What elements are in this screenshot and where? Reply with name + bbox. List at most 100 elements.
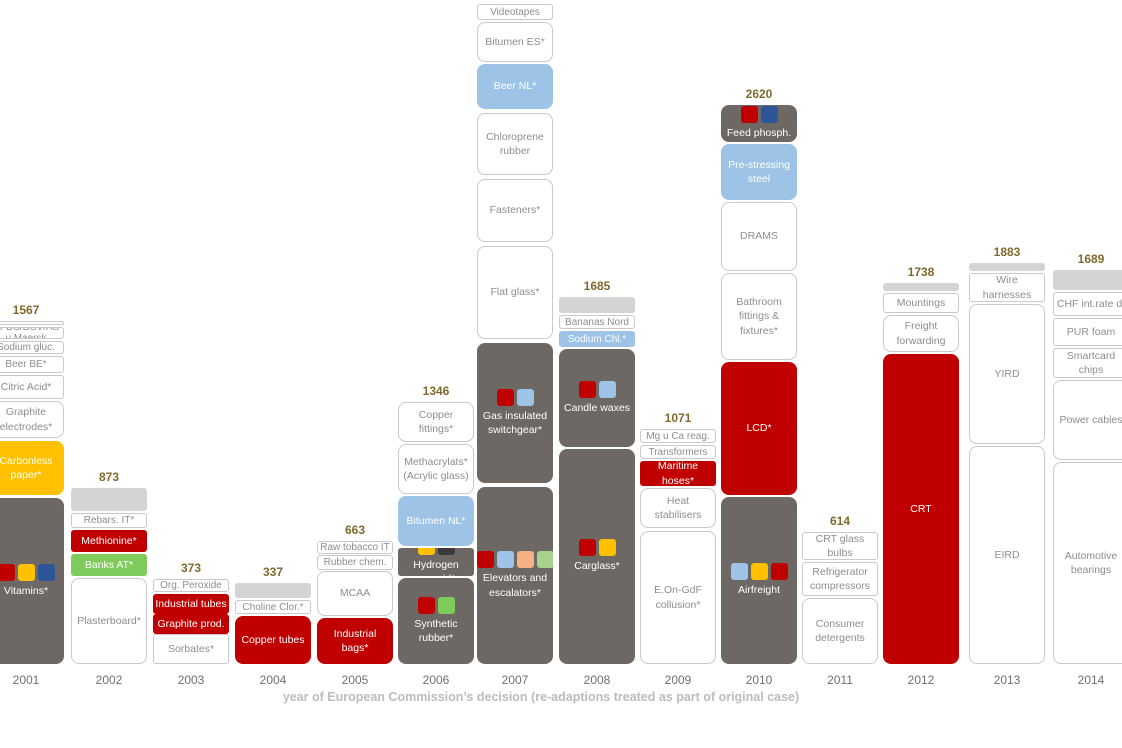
firm-marker (496, 551, 514, 569)
case-segment: Sodium gluc. (0, 341, 64, 354)
case-label: Copper tubes (241, 633, 305, 646)
case-segment: DFDS/DSV/AS u Maersk (0, 327, 64, 339)
firm-marker (740, 106, 758, 124)
case-segment: Mg u Ca reag. (640, 429, 716, 443)
case-label: Sodium Chl.* (567, 333, 627, 345)
case-label: Beer BE* (5, 359, 47, 370)
case-label: Candle waxes (564, 401, 630, 414)
case-segment: Beer BE* (0, 356, 64, 373)
case-label: Org. Peroxide (160, 580, 222, 591)
case-label: Methionine* (81, 534, 137, 547)
case-label: Elevators and escalators* (482, 572, 548, 599)
case-segment: Transformers (640, 445, 716, 459)
column-total: 337 (262, 565, 284, 579)
case-segment: Industrial tubes (153, 594, 229, 614)
case-segment: Rubber chem. (317, 555, 393, 570)
case-segment: Flat glass* (477, 246, 553, 339)
case-label: Mg u Ca reag. (646, 430, 710, 442)
case-segment: Citric Acid* (0, 375, 64, 399)
firm-marker (437, 596, 455, 614)
case-segment: YIRD (969, 304, 1045, 444)
case-segment: Bitumen ES* (477, 22, 553, 62)
case-label: Consumer detergents (815, 617, 865, 644)
firm-markers (578, 539, 616, 557)
case-label: Bitumen ES* (485, 35, 545, 48)
case-label: EIRD (994, 548, 1020, 561)
year-label: 2003 (177, 673, 205, 687)
case-label: Synthetic rubber* (414, 617, 458, 644)
firm-marker (496, 388, 514, 406)
case-label: Rebars. IT* (83, 515, 135, 526)
case-segment: Industrial bags* (317, 618, 393, 664)
column-total: 614 (829, 514, 851, 528)
case-segment: PUR foam (1053, 318, 1122, 346)
case-segment: MCAA (317, 571, 393, 616)
case-segment: Airfreight (721, 497, 797, 664)
column-total: 1738 (907, 265, 935, 279)
case-label: MCAA (339, 587, 371, 600)
case-segment: Gas insulated switchgear* (477, 343, 553, 483)
firm-marker (17, 563, 35, 581)
case-label: Carbonless paper* (0, 454, 53, 481)
case-segment: Copper tubes (235, 616, 311, 664)
case-segment: Bathroom fittings & fixtures* (721, 273, 797, 360)
case-segment (883, 283, 959, 291)
case-segment: Mountings (883, 293, 959, 313)
firm-marker (417, 596, 435, 614)
case-segment: Bananas Nord (559, 315, 635, 329)
case-segment (0, 321, 64, 325)
case-segment: LCD* (721, 362, 797, 495)
year-label: 2014 (1077, 673, 1105, 687)
firm-markers (0, 563, 55, 581)
case-segment (969, 263, 1045, 271)
column-total: 373 (180, 561, 202, 575)
case-label: Fasteners* (489, 204, 541, 217)
year-label: 2011 (827, 673, 853, 687)
firm-marker (770, 563, 788, 581)
case-label: Citric Acid* (0, 380, 52, 393)
case-segment: Carglass* (559, 449, 635, 664)
column-total: 1689 (1077, 252, 1105, 266)
case-label: Copper fittings* (418, 408, 454, 435)
case-label: Gas insulated switchgear* (482, 409, 548, 436)
x-axis-title: year of European Commission’s decision (… (282, 690, 800, 704)
case-segment: Automotive bearings (1053, 462, 1122, 664)
case-label: Refrigerator compressors (809, 565, 871, 592)
case-label: Freight forwarding (896, 320, 946, 347)
case-segment: Banks AT* (71, 554, 147, 576)
firm-marker (477, 551, 494, 569)
case-segment (71, 488, 147, 511)
case-label: Hydrogen peroxid* (413, 558, 459, 576)
case-segment: Feed phosph. (721, 105, 797, 142)
case-segment: Methionine* (71, 530, 147, 552)
case-segment: Graphite electrodes* (0, 401, 64, 438)
case-label: Raw tobacco IT (320, 542, 390, 553)
column-total: 2620 (745, 87, 773, 101)
case-segment: Raw tobacco IT (317, 541, 393, 554)
case-segment: Refrigerator compressors (802, 562, 878, 596)
case-label: Methacrylats* (Acrylic glass) (403, 455, 469, 482)
case-label: Plasterboard* (77, 614, 141, 627)
case-label: Bananas Nord (565, 316, 629, 328)
case-segment: DRAMS (721, 202, 797, 271)
case-segment: Smartcard chips (1053, 348, 1122, 378)
case-label: Maritime hoses* (657, 461, 699, 486)
case-segment: Candle waxes (559, 349, 635, 447)
column-total: 1071 (664, 411, 692, 425)
case-segment (559, 297, 635, 313)
case-segment (1053, 270, 1122, 290)
case-segment: Synthetic rubber* (398, 578, 474, 664)
column-total: 663 (344, 523, 366, 537)
case-label: Vitamins* (3, 584, 49, 597)
case-segment: Videotapes (477, 4, 553, 20)
case-label: Power cables (1059, 413, 1122, 426)
case-segment: Maritime hoses* (640, 461, 716, 486)
case-label: Industrial tubes (155, 597, 227, 610)
case-label: Airfreight (737, 584, 780, 597)
case-segment: Fasteners* (477, 179, 553, 242)
firm-marker (536, 551, 553, 569)
column-total: 1567 (12, 303, 40, 317)
column-total: 1685 (583, 279, 611, 293)
case-label: Feed phosph. (726, 127, 792, 140)
